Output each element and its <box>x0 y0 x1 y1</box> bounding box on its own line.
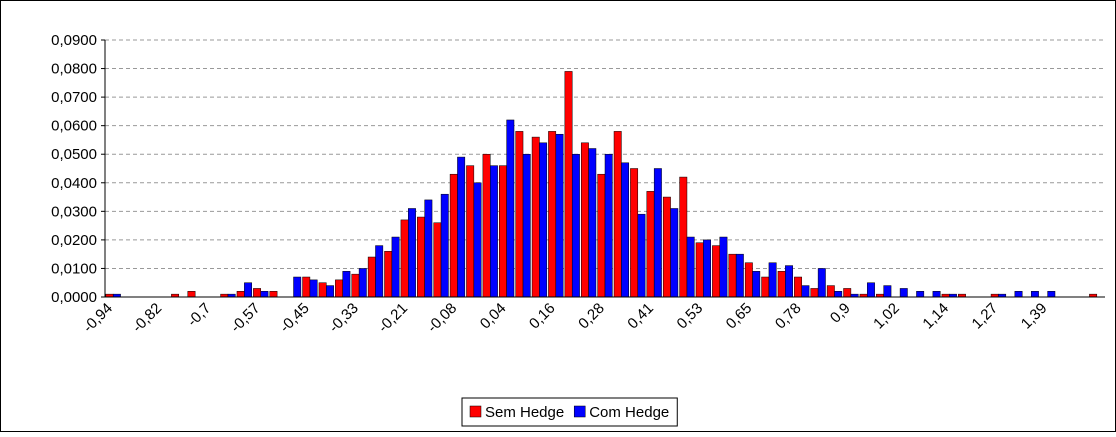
y-tick-label: 0,0100 <box>51 260 97 277</box>
bar <box>1030 291 1039 298</box>
bar <box>679 176 688 298</box>
bar <box>367 256 376 298</box>
bar <box>604 153 613 298</box>
bar <box>482 153 491 298</box>
bar <box>253 288 261 298</box>
y-tick-label: 0,0000 <box>51 289 97 306</box>
bar <box>187 291 196 298</box>
bar <box>391 236 400 298</box>
bar <box>899 288 908 298</box>
bar <box>522 153 531 298</box>
bar <box>424 199 433 298</box>
y-tick-label: 0,0800 <box>51 61 97 78</box>
bar <box>1047 291 1056 298</box>
bar <box>744 262 753 298</box>
bar <box>834 291 843 298</box>
bar <box>244 282 252 298</box>
legend-swatch <box>573 405 586 418</box>
bar <box>662 196 671 298</box>
bar <box>302 276 311 298</box>
bar <box>646 191 655 298</box>
bar <box>457 156 466 298</box>
bar <box>703 239 711 298</box>
bar <box>506 119 515 298</box>
bar <box>351 273 360 298</box>
bar <box>794 276 802 298</box>
bar <box>433 222 442 298</box>
bar <box>236 291 245 298</box>
bar <box>358 268 367 298</box>
bar <box>571 153 580 298</box>
bar <box>752 271 761 298</box>
bar <box>1014 291 1023 298</box>
bar <box>489 165 498 298</box>
y-tick-label: 0,0200 <box>51 232 97 249</box>
bar <box>932 291 941 298</box>
y-tick-label: 0,0500 <box>51 146 97 163</box>
bar <box>817 268 826 298</box>
bar <box>613 131 622 298</box>
bar <box>580 142 589 298</box>
bar <box>449 173 458 298</box>
bar <box>810 288 819 298</box>
bar <box>768 262 777 298</box>
bar <box>883 285 892 298</box>
bar <box>719 236 728 298</box>
bar <box>826 285 835 298</box>
bar <box>630 168 639 298</box>
bar <box>326 285 334 298</box>
bar <box>761 276 770 298</box>
bar <box>417 216 425 298</box>
y-tick-label: 0,0600 <box>51 118 97 135</box>
y-tick-label: 0,0700 <box>51 89 97 106</box>
legend-box <box>461 397 678 427</box>
bar <box>588 148 597 298</box>
y-tick-label: 0,0900 <box>51 32 97 49</box>
bar <box>712 245 721 298</box>
bar <box>916 291 925 298</box>
bar <box>335 279 343 298</box>
bar <box>867 282 875 298</box>
bar <box>384 251 393 298</box>
legend-label: Com Hedge <box>589 404 669 421</box>
bar <box>293 276 302 298</box>
bar <box>564 71 573 298</box>
bar <box>735 253 744 298</box>
bar <box>801 285 810 298</box>
bar <box>843 288 852 298</box>
bar <box>686 236 695 298</box>
bar <box>400 219 409 298</box>
y-tick-label: 0,0400 <box>51 175 97 192</box>
y-tick-label: 0,0300 <box>51 203 97 220</box>
bar <box>375 245 384 298</box>
bar <box>499 165 507 298</box>
bar <box>515 131 524 298</box>
bar <box>408 208 416 298</box>
bar <box>269 291 278 298</box>
bar <box>597 173 606 298</box>
legend-swatch <box>469 405 482 418</box>
bar <box>473 182 482 298</box>
bar <box>309 279 318 298</box>
bar <box>531 136 540 298</box>
bar <box>548 131 557 298</box>
bar <box>342 271 351 298</box>
bar <box>555 133 564 298</box>
bar <box>637 213 646 298</box>
bar <box>621 162 630 298</box>
bar <box>670 208 679 298</box>
bar <box>260 291 269 298</box>
legend-label: Sem Hedge <box>485 404 564 421</box>
bar <box>318 282 327 298</box>
bar <box>440 193 449 298</box>
bar <box>728 253 737 298</box>
bar <box>653 168 662 298</box>
bar <box>539 142 548 298</box>
bar <box>777 271 786 298</box>
bar <box>785 265 793 298</box>
bar <box>466 165 475 298</box>
bar <box>695 242 704 298</box>
